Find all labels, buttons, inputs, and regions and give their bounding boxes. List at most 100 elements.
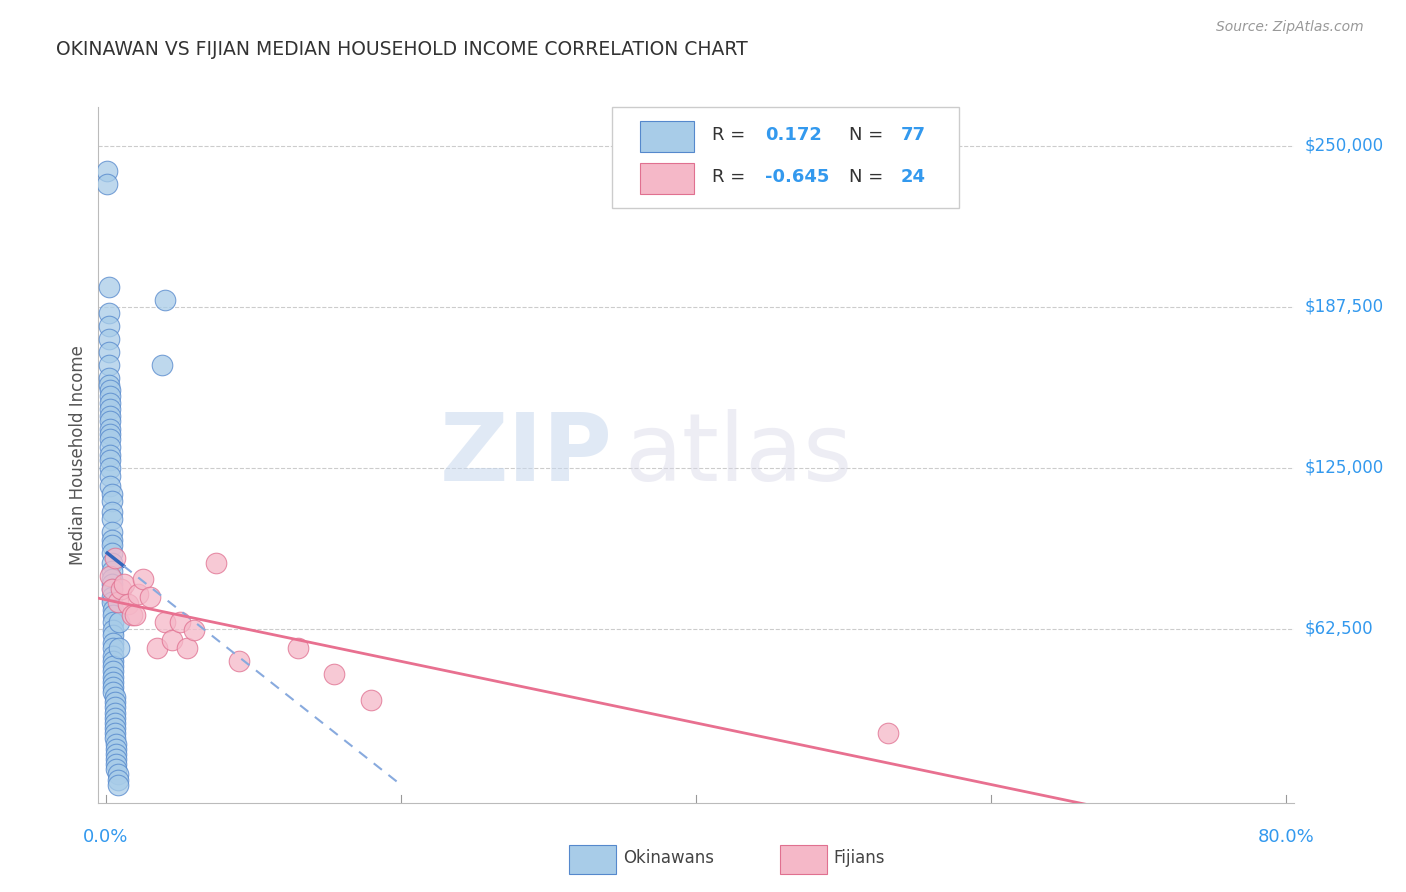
Point	[105, 752, 128, 766]
Point	[98, 427, 121, 442]
Point	[100, 546, 122, 560]
Point	[97, 378, 120, 392]
Point	[105, 737, 128, 751]
FancyBboxPatch shape	[612, 107, 959, 208]
Point	[108, 615, 131, 630]
Point	[105, 747, 128, 761]
Point	[97, 319, 120, 334]
Point	[104, 731, 127, 746]
Point	[101, 665, 124, 679]
Point	[98, 448, 121, 462]
Point	[101, 641, 124, 656]
Point	[100, 538, 122, 552]
Point	[97, 332, 120, 346]
Text: 0.0%: 0.0%	[83, 828, 128, 846]
Point	[105, 741, 128, 756]
Text: $187,500: $187,500	[1305, 298, 1384, 316]
Point	[98, 468, 121, 483]
Point	[169, 615, 191, 630]
Point	[100, 533, 122, 547]
Point	[101, 602, 124, 616]
Point	[100, 572, 122, 586]
Y-axis label: Median Household Income: Median Household Income	[69, 345, 87, 565]
Point	[98, 453, 121, 467]
Point	[107, 595, 129, 609]
Point	[228, 654, 250, 668]
Text: Source: ZipAtlas.com: Source: ZipAtlas.com	[1216, 20, 1364, 34]
Point	[124, 607, 146, 622]
Text: OKINAWAN VS FIJIAN MEDIAN HOUSEHOLD INCOME CORRELATION CHART: OKINAWAN VS FIJIAN MEDIAN HOUSEHOLD INCO…	[56, 40, 748, 59]
Point	[104, 690, 127, 705]
Point	[98, 384, 121, 398]
Point	[110, 582, 132, 596]
Point	[107, 778, 129, 792]
Point	[97, 370, 120, 384]
Point	[98, 460, 121, 475]
Point	[96, 178, 118, 192]
Point	[146, 641, 169, 656]
Point	[105, 757, 128, 772]
Text: 0.172: 0.172	[765, 126, 823, 144]
Point	[108, 641, 131, 656]
Point	[101, 674, 124, 689]
Point	[131, 572, 153, 586]
Text: $62,500: $62,500	[1305, 620, 1374, 638]
Point	[101, 654, 124, 668]
Point	[112, 576, 135, 591]
Point	[287, 641, 309, 656]
Text: Okinawans: Okinawans	[623, 849, 714, 867]
Point	[97, 344, 120, 359]
Point	[98, 396, 121, 410]
Point	[97, 306, 120, 320]
Point	[121, 607, 143, 622]
Point	[100, 595, 122, 609]
Point	[360, 692, 382, 706]
Text: -0.645: -0.645	[765, 168, 830, 186]
Point	[101, 685, 124, 699]
Text: 24: 24	[900, 168, 925, 186]
Point	[98, 422, 121, 436]
Point	[101, 623, 124, 637]
Point	[101, 669, 124, 683]
Point	[127, 587, 149, 601]
Point	[101, 628, 124, 642]
Point	[98, 433, 121, 447]
Point	[104, 695, 127, 709]
Point	[100, 556, 122, 570]
Point	[104, 700, 127, 714]
Point	[101, 615, 124, 630]
Point	[101, 680, 124, 694]
Text: 80.0%: 80.0%	[1258, 828, 1315, 846]
Point	[105, 762, 128, 776]
Point	[101, 648, 124, 663]
Text: N =: N =	[849, 126, 889, 144]
Text: atlas: atlas	[624, 409, 852, 501]
Point	[876, 726, 898, 740]
Point	[98, 414, 121, 428]
FancyBboxPatch shape	[640, 121, 693, 153]
Point	[101, 607, 124, 622]
Point	[100, 512, 122, 526]
Point	[97, 358, 120, 372]
Point	[100, 576, 122, 591]
Text: ZIP: ZIP	[440, 409, 612, 501]
Point	[104, 551, 127, 566]
Point	[97, 280, 120, 294]
Point	[100, 505, 122, 519]
Text: R =: R =	[711, 168, 751, 186]
Point	[183, 623, 205, 637]
Point	[98, 440, 121, 454]
Point	[98, 569, 121, 583]
Text: $250,000: $250,000	[1305, 136, 1384, 154]
Point	[100, 564, 122, 578]
Point	[150, 358, 173, 372]
Point	[100, 486, 122, 500]
Text: N =: N =	[849, 168, 889, 186]
FancyBboxPatch shape	[640, 162, 693, 194]
Point	[104, 726, 127, 740]
Point	[153, 293, 176, 308]
Point	[100, 494, 122, 508]
Point	[153, 615, 176, 630]
Point	[139, 590, 162, 604]
Point	[160, 633, 183, 648]
